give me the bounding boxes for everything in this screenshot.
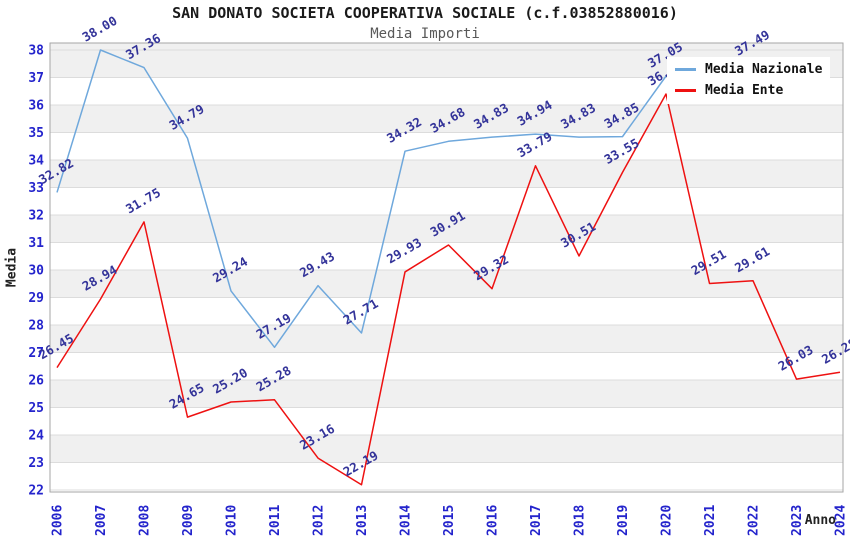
y-tick-label: 31 [28,236,44,251]
x-axis-title: Anno [804,513,836,528]
legend-line-swatch [675,89,696,92]
legend-label: Media Ente [705,83,784,98]
chart-title: SAN DONATO SOCIETA COOPERATIVA SOCIALE (… [172,4,678,22]
x-tick-label: 2013 [355,505,370,536]
chart-subtitle: Media Importi [370,26,480,42]
x-tick-label: 2010 [225,505,240,536]
y-tick-label: 27 [28,346,44,361]
data-label: 31.75 [123,185,163,217]
chart-band [50,160,843,188]
x-tick-label: 2014 [399,505,414,536]
chart-band [50,435,843,463]
x-tick-label: 2023 [790,505,805,536]
x-tick-label: 2022 [747,505,762,536]
y-tick-label: 34 [28,154,44,169]
x-tick-label: 2017 [529,505,544,536]
y-tick-label: 30 [28,264,44,279]
x-tick-label: 2015 [442,505,457,536]
x-tick-label: 2008 [138,505,153,536]
x-tick-label: 2016 [486,505,501,536]
y-tick-label: 23 [28,456,44,471]
y-tick-label: 38 [28,44,44,59]
y-tick-label: 26 [28,374,44,389]
y-tick-label: 28 [28,319,44,334]
x-tick-label: 2006 [51,505,66,536]
legend-item-media-nazionale[interactable]: Media Nazionale [675,62,822,77]
x-tick-label: 2009 [181,505,196,536]
data-label: 38.00 [80,13,120,45]
chart-band [50,215,843,243]
y-tick-label: 22 [28,484,44,499]
legend-line-swatch [675,68,696,71]
chart-band [50,105,843,133]
x-tick-label: 2012 [312,505,327,536]
y-tick-label: 33 [28,181,44,196]
chart-band [50,270,843,298]
x-tick-label: 2024 [834,505,849,536]
legend-label: Media Nazionale [705,62,823,77]
y-tick-label: 25 [28,401,44,416]
data-label: 27.71 [341,296,381,328]
legend: Media Nazionale Media Ente [667,57,831,104]
chart-band [50,325,843,353]
y-tick-label: 35 [28,126,44,141]
x-tick-label: 2019 [616,505,631,536]
y-tick-label: 29 [28,291,44,306]
x-tick-label: 2020 [660,505,675,536]
x-tick-label: 2011 [268,505,283,536]
x-tick-label: 2007 [94,505,109,536]
x-tick-label: 2018 [573,505,588,536]
plot-border [49,42,844,493]
series-line-media-nazionale [56,49,754,349]
y-tick-label: 36 [28,99,44,114]
y-tick-label: 37 [28,71,44,86]
y-tick-label: 32 [28,209,44,224]
series-line-media-ente [56,93,841,486]
x-tick-label: 2021 [703,505,718,536]
data-label: 33.79 [515,129,555,161]
y-tick-label: 24 [28,429,44,444]
legend-item-media-ente[interactable]: Media Ente [675,83,822,98]
